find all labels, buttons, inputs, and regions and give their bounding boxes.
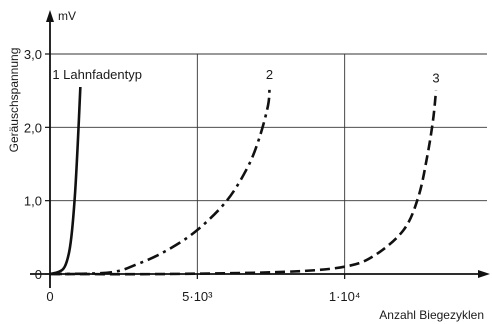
y-tick-label: 2,0 (24, 120, 42, 135)
y-tick-label: 1,0 (24, 194, 42, 209)
grid (50, 53, 487, 274)
axes (30, 10, 490, 288)
y-tick-label: 3,0 (24, 47, 42, 62)
series-lines (49, 86, 438, 276)
x-tick-label: 0 (46, 289, 53, 304)
y-tick-label: 0 (35, 267, 42, 282)
series-label: 2 (266, 67, 273, 82)
series-label: 3 (432, 71, 439, 86)
x-tick-label: 5·10³ (182, 289, 213, 304)
x-axis-arrow (478, 270, 490, 278)
y-axis-label: Geräuschspannung (7, 48, 21, 153)
series-line (49, 86, 82, 276)
y-axis-arrow (46, 10, 54, 22)
y-unit-label: mV (58, 9, 76, 23)
labels: 0 1,0 2,0 3,0 0 5·10³ 1·10⁴ mV Geräuschspannung A… (7, 9, 484, 322)
series-label: 1 Lahnfadentyp (52, 67, 142, 82)
x-tick-label: 1·10⁴ (329, 289, 361, 304)
series-line (49, 90, 438, 276)
x-axis-label: Anzahl Biegezyklen (379, 308, 484, 322)
series-line (49, 86, 271, 276)
